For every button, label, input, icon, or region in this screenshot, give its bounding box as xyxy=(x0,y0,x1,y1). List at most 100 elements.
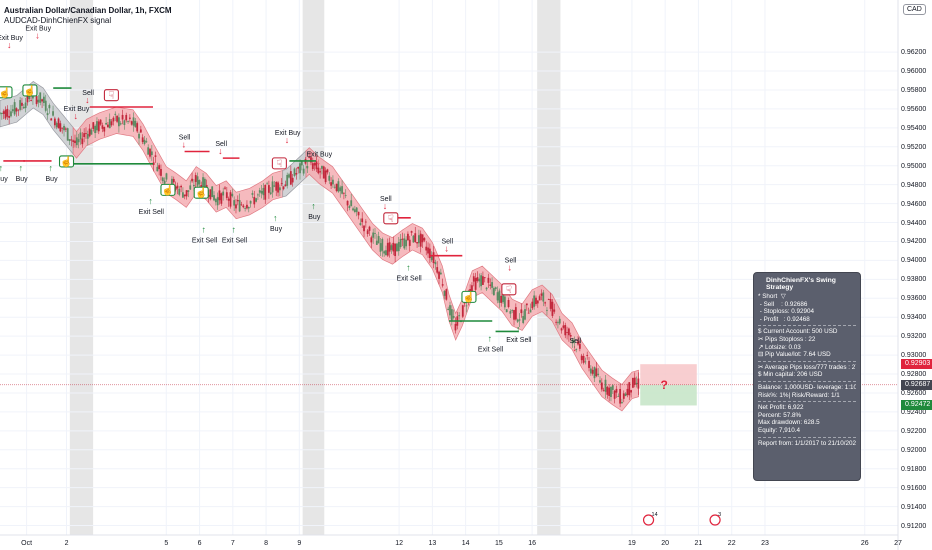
candle-body xyxy=(128,117,131,119)
thumb-box xyxy=(501,283,517,296)
candle-body xyxy=(145,141,148,143)
candle-body xyxy=(110,121,113,126)
price-label-candle: 0.92687 xyxy=(901,379,932,390)
candle-body xyxy=(116,115,118,122)
thumb-glyph: ☝ xyxy=(463,290,475,303)
y-tick-label: 0.91800 xyxy=(901,465,927,473)
thumb-glyph: ☝ xyxy=(162,183,174,196)
candle-body xyxy=(147,147,150,155)
thumbs-up-icon: ☝ xyxy=(193,186,209,199)
candle-body xyxy=(372,232,375,238)
candle-body xyxy=(6,108,9,117)
candle-body xyxy=(379,243,382,252)
panel-line: Net Profit: 6,922 xyxy=(758,404,804,412)
candle-body xyxy=(64,128,67,130)
candle-body xyxy=(363,225,365,232)
candle-body xyxy=(533,295,536,307)
candle-body xyxy=(419,233,422,247)
currency-badge[interactable]: CAD xyxy=(903,4,926,15)
candle-body xyxy=(615,388,618,393)
indicator-name[interactable]: AUDCAD-DinhChienFX signal xyxy=(4,16,112,25)
candle-body xyxy=(50,118,53,121)
y-tick-label: 0.94600 xyxy=(901,200,927,208)
thumb-box xyxy=(22,84,38,97)
y-tick-label: 0.91200 xyxy=(901,522,927,530)
candle-body xyxy=(172,178,175,183)
candle-body xyxy=(70,139,73,141)
candle-body xyxy=(123,120,126,126)
candle-body xyxy=(105,122,107,125)
candle-body xyxy=(183,194,186,197)
candle-body xyxy=(482,276,484,285)
candle-body xyxy=(165,173,168,180)
candle-body xyxy=(577,341,579,345)
strategy-panel-lines: * Short ▽ - Sell : 0.92686 - Stoploss: 0… xyxy=(758,293,856,447)
candle-body xyxy=(328,175,331,181)
candle-body xyxy=(236,199,239,202)
candle-body xyxy=(233,200,236,206)
candle-body xyxy=(107,124,109,128)
candle-body xyxy=(136,123,139,132)
candle-body xyxy=(626,388,629,395)
candle-body xyxy=(531,301,534,309)
candle-body xyxy=(112,117,115,122)
panel-line: * Short ▽ xyxy=(758,293,786,300)
candle-body xyxy=(518,319,521,321)
candle-body xyxy=(180,185,182,188)
candle-body xyxy=(132,117,135,126)
y-tick-label: 0.96200 xyxy=(901,49,927,57)
candle-body xyxy=(61,127,64,129)
candle-body xyxy=(536,300,539,304)
candle-body xyxy=(507,299,510,307)
candle-body xyxy=(249,200,252,204)
candle-body xyxy=(432,252,435,264)
candle-body xyxy=(394,243,397,257)
signal-label: Sell xyxy=(215,141,227,148)
candle-body xyxy=(535,297,537,305)
candle-body xyxy=(118,117,120,127)
x-tick-label: 6 xyxy=(198,540,202,547)
candle-body xyxy=(355,207,358,213)
panel-line: ✂ Average Pips loss/777 trades : 27 xyxy=(758,363,856,371)
candle-body xyxy=(465,305,468,307)
signal-arrow: ↓ xyxy=(508,263,513,273)
candle-body xyxy=(231,193,234,197)
x-tick-label: 26 xyxy=(861,540,869,547)
candle-body xyxy=(622,393,625,399)
candle-body xyxy=(633,377,636,385)
candle-body xyxy=(225,192,228,198)
thumb-box xyxy=(271,157,287,170)
candle-body xyxy=(4,109,7,119)
signal-label: Exit Sell xyxy=(192,238,218,245)
candle-body xyxy=(322,166,325,179)
candle-body xyxy=(396,243,398,252)
candle-body xyxy=(229,192,232,207)
thumb-box xyxy=(193,186,209,199)
candle-body xyxy=(83,133,86,138)
signal-arrow: ↓ xyxy=(73,111,78,121)
candle-body xyxy=(134,120,137,128)
candle-body xyxy=(525,303,528,306)
candle-body xyxy=(390,245,393,250)
candle-body xyxy=(108,119,111,129)
y-tick-label: 0.92400 xyxy=(901,408,927,416)
candle-body xyxy=(176,185,179,189)
candle-body xyxy=(573,340,576,343)
candle-body xyxy=(171,178,173,187)
candle-body xyxy=(476,277,479,281)
candle-body xyxy=(350,200,353,207)
candle-body xyxy=(11,109,14,112)
candle-body xyxy=(449,305,451,316)
candle-body xyxy=(425,246,428,251)
candle-body xyxy=(52,111,54,116)
candle-body xyxy=(595,368,598,377)
y-tick-label: 0.94000 xyxy=(901,257,927,265)
candle-body xyxy=(160,168,162,176)
candle-body xyxy=(300,161,303,166)
signal-label: Exit Sell xyxy=(506,337,532,344)
y-tick-label: 0.95400 xyxy=(901,124,927,132)
candle-body xyxy=(483,277,486,279)
candle-body xyxy=(330,182,332,186)
